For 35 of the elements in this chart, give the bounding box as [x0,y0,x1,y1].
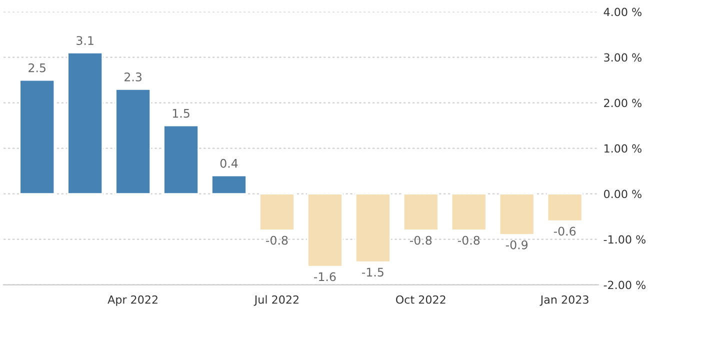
data-label: -0.8 [458,236,480,245]
x-tick-label: Jan 2023 [540,295,588,306]
data-label: -1.5 [362,268,384,277]
y-tick-label: 1.00 % [604,144,642,153]
x-tick-label: Jul 2022 [254,295,298,306]
data-label: -0.8 [266,236,288,245]
bar [546,193,583,222]
bar [115,88,152,194]
data-label: -0.9 [506,240,528,250]
y-tick-label: 3.00 % [604,53,642,62]
data-label: -1.6 [314,272,336,282]
data-label: 2.5 [28,63,46,72]
bar [211,174,247,194]
bar [450,193,487,231]
bar [354,193,391,263]
data-label: 2.3 [124,72,142,82]
data-label: 3.1 [76,36,94,45]
y-tick-label: -1.00 % [604,235,646,244]
bar [402,193,439,231]
bar [19,79,56,194]
y-tick-label: 0.00 % [604,190,642,198]
data-label: -0.8 [410,236,432,245]
y-tick-label: 2.00 % [604,98,642,108]
data-label: 0.4 [220,158,238,168]
x-tick-label: Oct 2022 [396,295,446,304]
y-tick-label: 4.00 % [604,8,642,16]
x-tick-label: Apr 2022 [108,295,158,306]
bar [306,193,343,268]
y-tick-label: -2.00 % [604,280,646,290]
data-label: -0.6 [554,226,576,236]
bar [498,193,535,236]
data-label: 1.5 [172,109,190,118]
bar [163,124,199,194]
bar [67,52,104,194]
bar [259,193,295,231]
